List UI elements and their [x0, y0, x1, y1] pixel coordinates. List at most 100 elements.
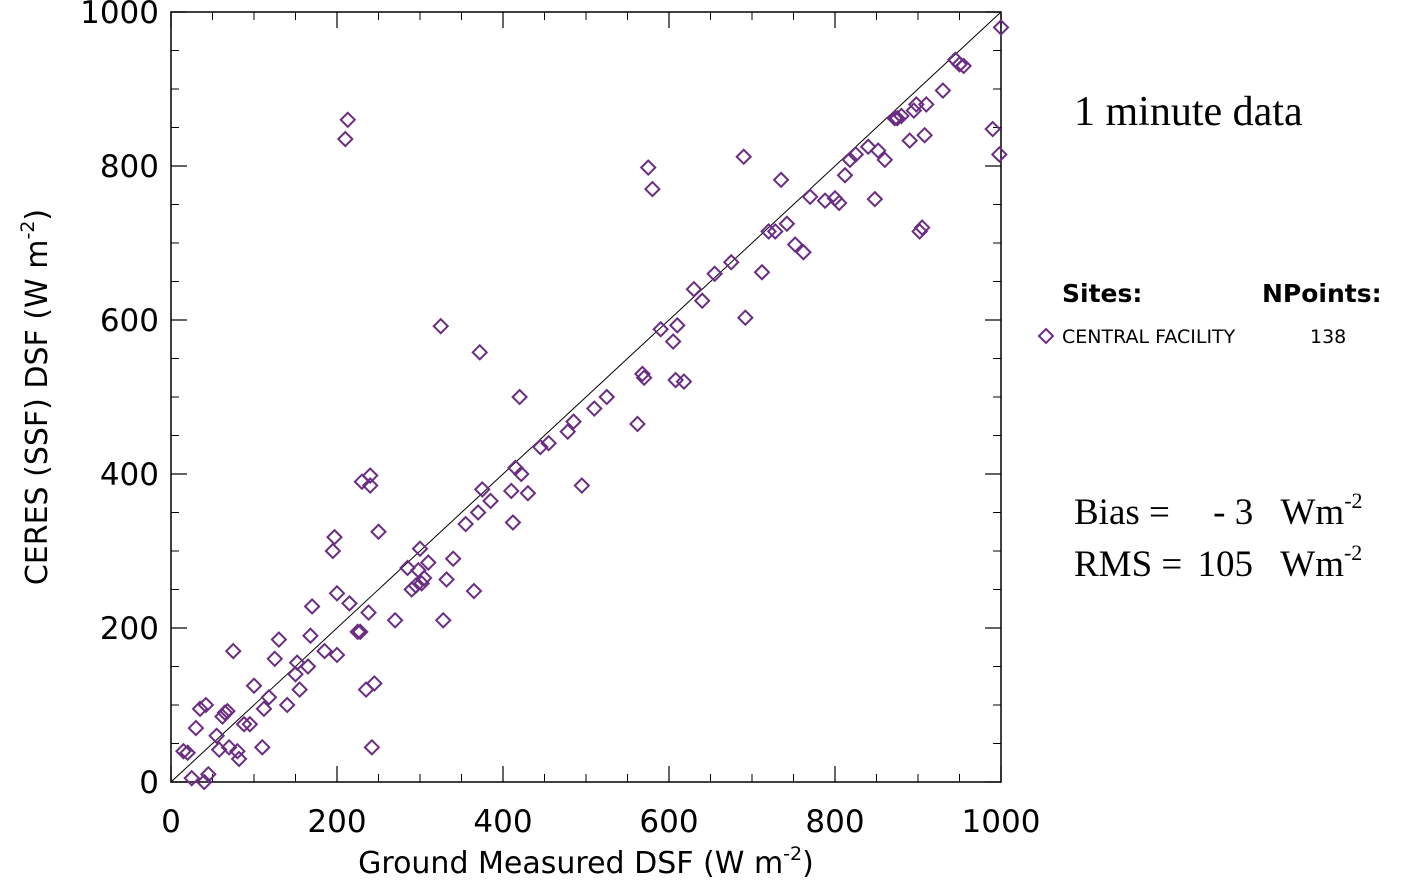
data-point-diamond: [253, 738, 271, 756]
legend-sites-header: Sites:: [1062, 279, 1142, 308]
reference-line: [170, 11, 1002, 783]
data-point-diamond: [911, 223, 929, 240]
data-point-diamond: [471, 343, 489, 361]
data-point-diamond: [339, 111, 357, 129]
x-tick-label: 1000: [962, 804, 1041, 840]
data-point-diamond: [907, 95, 925, 113]
data-point-diamond: [866, 190, 884, 208]
data-point-diamond: [197, 696, 215, 714]
data-point-diamond: [735, 148, 753, 166]
x-tick-label: 0: [161, 804, 181, 840]
data-point-diamond: [786, 236, 804, 253]
rms-unit-exponent: -2: [1343, 540, 1363, 565]
data-point-diamond: [349, 623, 367, 641]
data-point-diamond: [361, 467, 379, 484]
data-point-diamond: [365, 675, 383, 692]
data-point-diamond: [220, 738, 238, 756]
data-point-diamond: [668, 316, 686, 334]
data-point-diamond: [465, 582, 483, 600]
data-point-diamond: [302, 627, 319, 645]
data-points: [175, 18, 1010, 791]
data-point-diamond: [316, 642, 333, 660]
data-point-diamond: [303, 598, 321, 615]
data-point-diamond: [210, 741, 228, 759]
data-point-diamond: [241, 715, 259, 733]
data-point-diamond: [187, 719, 205, 737]
data-point-diamond: [224, 642, 242, 660]
data-point-diamond: [363, 738, 381, 756]
data-point-diamond: [565, 413, 582, 431]
data-point-diamond: [531, 438, 549, 456]
data-point-diamond: [951, 55, 968, 73]
data-point-diamond: [598, 388, 616, 406]
data-point-diamond: [512, 465, 530, 483]
data-point-diamond: [795, 243, 812, 261]
x-axis-title: Ground Measured DSF (W m-2): [358, 843, 814, 881]
x-tick-label: 200: [307, 804, 366, 840]
data-point-diamond: [693, 292, 711, 310]
data-point-diamond: [847, 146, 865, 163]
data-point-diamond: [841, 151, 859, 169]
data-point-diamond: [736, 309, 754, 327]
x-tick-label: 600: [639, 804, 698, 840]
data-point-diamond: [469, 504, 487, 521]
data-point-diamond: [278, 696, 296, 714]
data-point-diamond: [652, 320, 670, 338]
data-point-diamond: [916, 126, 934, 144]
data-point-diamond: [585, 400, 603, 417]
bias-unit-exponent: -2: [1344, 488, 1363, 513]
data-point-diamond: [778, 215, 796, 233]
data-point-diamond: [801, 188, 819, 206]
data-point-diamond: [901, 132, 919, 150]
data-point-diamond: [540, 434, 558, 452]
data-point-diamond: [482, 492, 499, 510]
axis-ticks: 0 200 400 600 800 1000 0 200 400 600 800 1000: [80, 0, 1040, 840]
data-point-diamond: [760, 223, 778, 240]
bias-label: Bias =: [1074, 492, 1170, 533]
data-point-diamond: [892, 107, 910, 125]
data-point-diamond: [504, 514, 522, 531]
data-point-diamond: [934, 82, 952, 99]
data-point-diamond: [706, 265, 724, 283]
data-point-diamond: [836, 166, 854, 184]
data-point-diamond: [357, 681, 375, 699]
x-tick-label: 800: [805, 804, 864, 840]
data-point-diamond: [434, 611, 452, 629]
data-point-diamond: [399, 559, 416, 577]
data-point-diamond: [772, 171, 790, 189]
data-point-diamond: [444, 550, 462, 568]
data-point-diamond: [639, 159, 657, 176]
data-point-diamond: [675, 373, 693, 391]
data-point-diamond: [413, 574, 431, 592]
data-point-diamond: [992, 18, 1010, 36]
y-tick-label: 200: [100, 611, 159, 647]
data-point-diamond: [511, 388, 529, 406]
data-point-diamond: [573, 477, 591, 494]
data-point-diamond: [438, 571, 455, 588]
data-point-diamond: [415, 569, 433, 587]
data-point-diamond: [351, 623, 369, 641]
data-point-diamond: [685, 280, 703, 298]
data-point-diamond: [228, 742, 246, 760]
data-point-diamond: [341, 594, 358, 612]
data-point-diamond: [336, 130, 354, 148]
data-point-diamond: [984, 120, 1002, 138]
data-point-diamond: [208, 727, 226, 745]
data-point-diamond: [255, 700, 273, 718]
data-point-diamond: [990, 146, 1008, 163]
data-point-diamond: [299, 658, 317, 675]
rms-value: 105: [1197, 544, 1254, 585]
data-point-diamond: [235, 715, 253, 733]
bias-stat: Bias = - 3 Wm-2: [1074, 488, 1363, 534]
data-point-diamond: [519, 484, 537, 502]
data-point-diamond: [419, 554, 437, 571]
data-point-diamond: [191, 700, 209, 718]
x-tick-label: 400: [473, 804, 532, 840]
y-tick-label: 800: [100, 149, 159, 185]
data-point-diamond: [328, 584, 346, 602]
data-point-diamond: [876, 151, 894, 169]
legend-diamond-marker: [1037, 327, 1055, 345]
data-point-diamond: [753, 263, 771, 281]
data-point-diamond: [559, 423, 577, 441]
data-point-diamond: [886, 109, 904, 127]
